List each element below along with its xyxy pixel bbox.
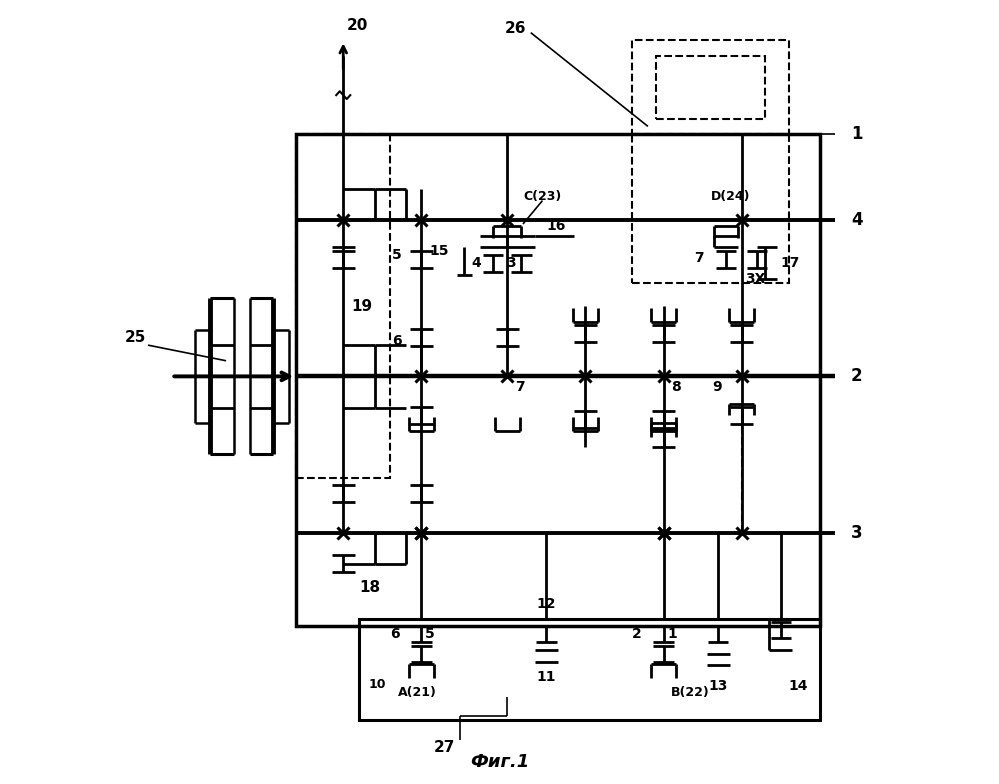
- Bar: [297, 134, 820, 626]
- Text: 19: 19: [351, 299, 373, 314]
- Text: Фиг.1: Фиг.1: [470, 753, 529, 771]
- Text: A(21): A(21): [398, 686, 437, 699]
- Text: 14: 14: [788, 680, 808, 694]
- Text: 27: 27: [435, 740, 456, 755]
- Text: 5: 5: [426, 627, 435, 641]
- Text: 13: 13: [708, 680, 728, 694]
- Text: 3X: 3X: [745, 272, 766, 285]
- Text: B(22): B(22): [671, 686, 710, 699]
- Text: 12: 12: [536, 597, 556, 611]
- Text: 6: 6: [393, 334, 402, 348]
- Text: 25: 25: [125, 330, 146, 345]
- Text: 11: 11: [536, 670, 556, 684]
- Text: 15: 15: [430, 245, 449, 259]
- Text: 3: 3: [851, 524, 863, 542]
- Text: 3: 3: [506, 256, 516, 270]
- Text: 17: 17: [781, 256, 800, 270]
- Text: C(23): C(23): [522, 191, 561, 203]
- Bar: [655, 56, 765, 118]
- Bar: [359, 619, 820, 720]
- Text: 2: 2: [851, 368, 863, 386]
- Text: 10: 10: [369, 678, 387, 691]
- Bar: [632, 134, 788, 282]
- Bar: [632, 41, 788, 134]
- Text: 18: 18: [359, 580, 380, 595]
- Text: 7: 7: [515, 380, 524, 394]
- Text: 9: 9: [712, 380, 722, 394]
- Text: 1: 1: [851, 125, 862, 143]
- Text: D(24): D(24): [710, 191, 750, 203]
- Text: 1: 1: [667, 627, 677, 641]
- Text: 20: 20: [348, 17, 369, 33]
- Text: 2: 2: [632, 627, 641, 641]
- Text: 26: 26: [504, 21, 525, 36]
- Text: 6: 6: [390, 627, 400, 641]
- Text: 7: 7: [694, 251, 703, 265]
- Bar: [297, 134, 391, 478]
- Text: 4: 4: [851, 211, 863, 229]
- Text: 4: 4: [472, 256, 481, 270]
- Text: 5: 5: [392, 249, 402, 263]
- Text: 16: 16: [546, 220, 565, 234]
- Text: 8: 8: [671, 380, 681, 394]
